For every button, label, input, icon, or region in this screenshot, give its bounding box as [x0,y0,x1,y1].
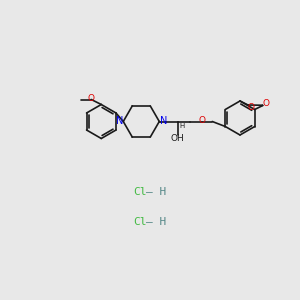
Text: Cl: Cl [133,187,147,197]
Text: OH: OH [170,134,184,143]
Text: O: O [199,116,206,125]
Text: N: N [160,116,167,127]
Text: – H: – H [146,217,166,227]
Text: O: O [248,103,254,112]
Text: N: N [116,116,123,127]
Text: O: O [88,94,95,103]
Text: H: H [180,124,185,130]
Text: O: O [262,99,269,108]
Text: – H: – H [146,187,166,197]
Text: Cl: Cl [133,217,147,227]
